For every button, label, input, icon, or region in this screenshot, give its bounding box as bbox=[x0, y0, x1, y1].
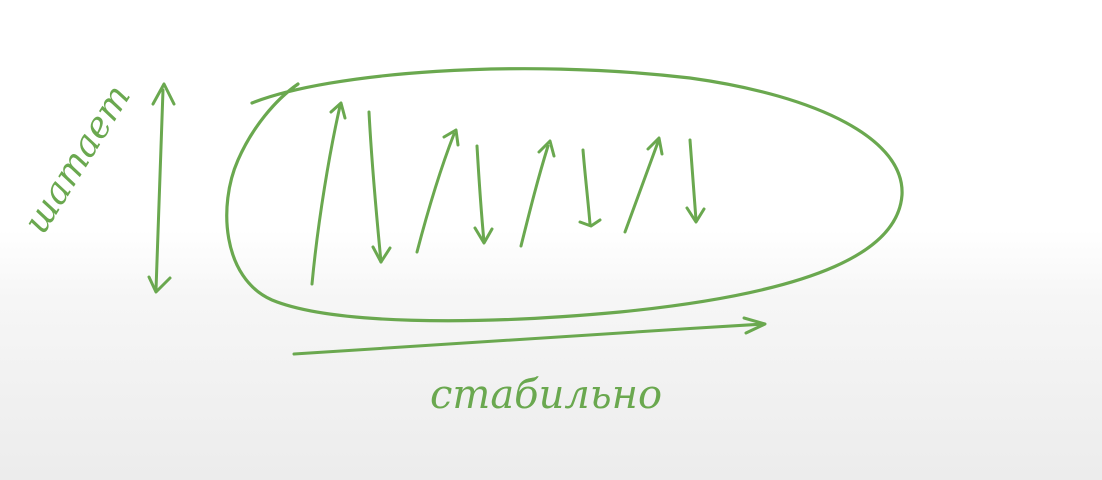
arrow-up-2 bbox=[415, 128, 460, 254]
arrow-up-1 bbox=[310, 101, 347, 286]
label-horizontal: стабильно bbox=[430, 372, 662, 418]
oscillation-arrows bbox=[310, 101, 706, 286]
arrow-up-4 bbox=[623, 136, 664, 234]
vertical-double-arrow bbox=[147, 82, 176, 294]
enclosure-ellipse bbox=[225, 67, 904, 323]
arrow-down-1 bbox=[367, 110, 392, 264]
arrow-down-3 bbox=[578, 148, 602, 228]
arrow-up-3 bbox=[519, 139, 556, 248]
label-vertical: шатает bbox=[16, 78, 139, 241]
arrow-down-4 bbox=[685, 138, 706, 224]
arrow-down-2 bbox=[473, 144, 494, 245]
horizontal-arrow bbox=[292, 316, 767, 356]
